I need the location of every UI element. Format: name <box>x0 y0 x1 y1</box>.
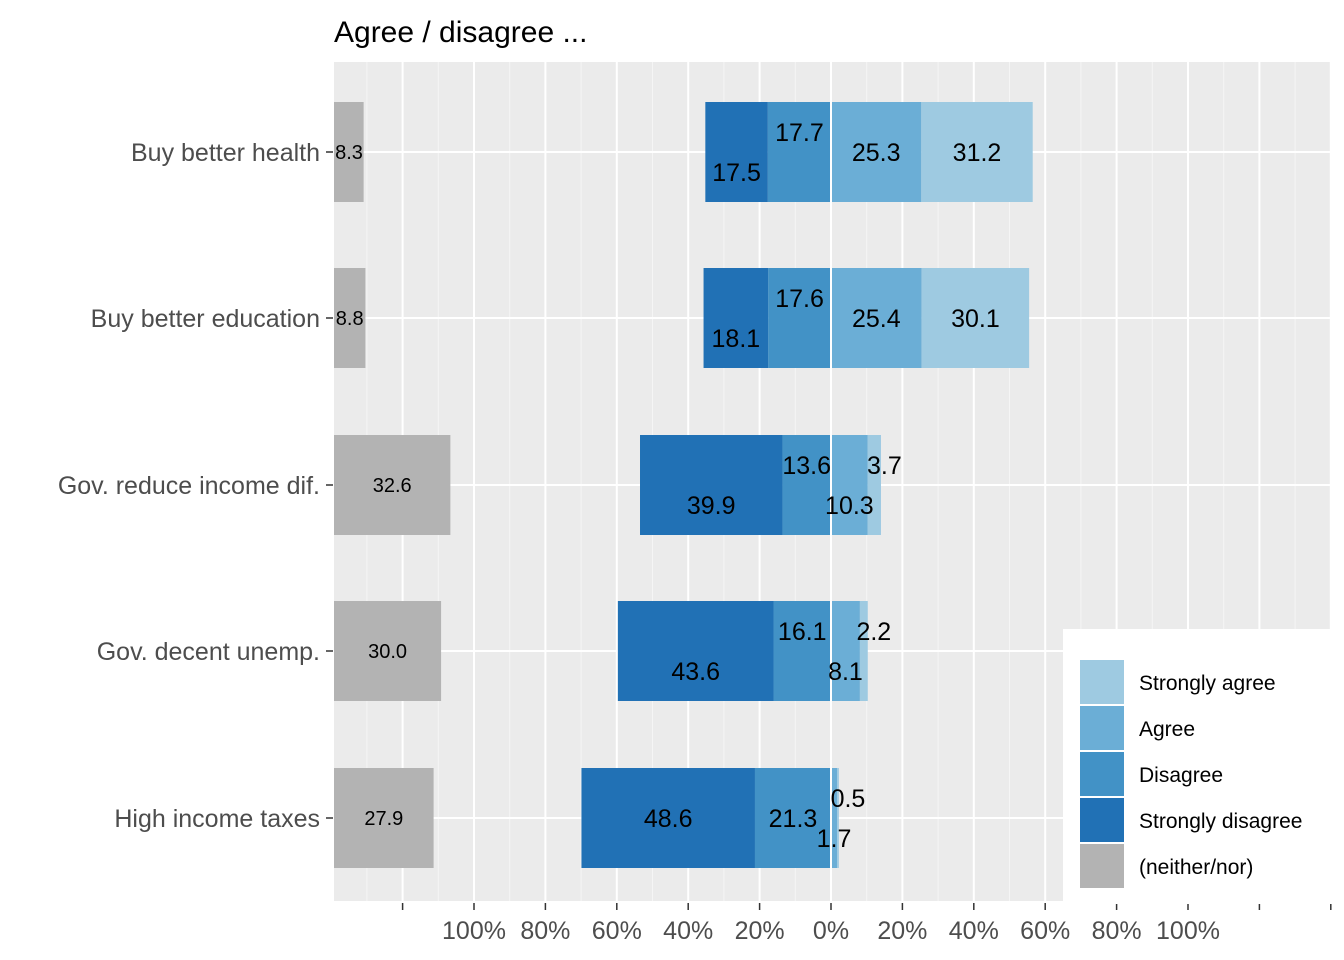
x-axis: 100% 80% 60% 40% 20% 0% 20% 40% 60% 80% 100% <box>401 903 1332 945</box>
x-tick-label: 100% <box>1156 917 1220 945</box>
bar-agree <box>831 768 838 868</box>
bars <box>334 62 1033 901</box>
bar-neither-nor <box>334 435 451 535</box>
bar-strongly-disagree <box>640 435 783 535</box>
bar-label-agree: 25.4 <box>852 305 901 333</box>
x-tick-label: 20% <box>877 917 927 945</box>
bar-label-strongly-agree: 0.5 <box>831 785 866 813</box>
x-tick-label: 60% <box>592 917 642 945</box>
legend-key <box>1080 660 1124 704</box>
bar-label-strongly-agree: 2.2 <box>856 618 891 646</box>
legend-key <box>1080 844 1124 888</box>
bar-strongly-agree <box>921 102 1033 202</box>
bar-strongly-disagree <box>581 768 755 868</box>
bar-label-strongly-disagree: 17.5 <box>712 159 761 187</box>
category-labels: Buy better health Buy better education Gov… <box>58 139 333 833</box>
bar-agree <box>831 601 860 701</box>
bar-neither-nor <box>334 601 442 701</box>
bar-label-strongly-disagree: 18.1 <box>712 325 761 353</box>
bar-label-disagree: 16.1 <box>778 618 827 646</box>
x-tick-label: 0% <box>813 917 849 945</box>
bar-label-neither-nor: 32.6 <box>373 475 412 497</box>
bar-strongly-agree <box>921 268 1030 368</box>
category-label: High income taxes <box>114 805 320 833</box>
x-tick-label: 20% <box>735 917 785 945</box>
legend-key <box>1080 752 1124 796</box>
bar-neither-nor <box>334 768 434 868</box>
bar-disagree <box>754 768 831 868</box>
x-tick-label: 80% <box>1092 917 1142 945</box>
category-label: Gov. decent unemp. <box>97 638 320 666</box>
bar-label-disagree: 17.6 <box>775 285 824 313</box>
bar-label-neither-nor: 30.0 <box>368 641 407 663</box>
bar-label-neither-nor: 8.3 <box>335 142 363 164</box>
bar-agree <box>831 268 922 368</box>
bar-label-agree: 8.1 <box>828 658 863 686</box>
bar-strongly-disagree <box>703 268 769 368</box>
bar-disagree <box>773 601 831 701</box>
bar-strongly-agree <box>837 768 839 868</box>
category-label: Gov. reduce income dif. <box>58 472 320 500</box>
bar-label-strongly-agree: 31.2 <box>953 139 1002 167</box>
legend-label: Strongly agree <box>1139 672 1276 695</box>
bar-label-agree: 25.3 <box>852 139 901 167</box>
bar-neither-nor <box>334 268 366 368</box>
category-label: Buy better health <box>131 139 320 167</box>
legend-label: (neither/nor) <box>1139 856 1253 879</box>
bar-label-disagree: 21.3 <box>769 805 818 833</box>
bar-neither-nor <box>334 102 364 202</box>
bar-label-strongly-disagree: 43.6 <box>671 658 720 686</box>
x-tick-label: 60% <box>1020 917 1070 945</box>
legend-label: Strongly disagree <box>1139 810 1302 833</box>
legend-label: Disagree <box>1139 764 1223 787</box>
category-label: Buy better education <box>91 305 320 333</box>
bar-disagree <box>782 435 831 535</box>
bar-strongly-agree <box>859 601 868 701</box>
bar-label-disagree: 13.6 <box>782 452 831 480</box>
chart-title: Agree / disagree ... <box>334 16 587 49</box>
x-tick-label: 100% <box>442 917 506 945</box>
bar-strongly-disagree <box>705 102 768 202</box>
legend: Strongly agree Agree Disagree Strongly disa… <box>1063 629 1344 904</box>
bar-label-strongly-agree: 3.7 <box>867 452 902 480</box>
bar-label-strongly-disagree: 48.6 <box>644 805 693 833</box>
bar-label-neither-nor: 8.8 <box>336 308 364 330</box>
bar-labels: 17.5 17.7 25.3 31.2 8.3 18.1 17.6 25.4 30.1 8.8 39… <box>335 119 1001 853</box>
bar-label-neither-nor: 27.9 <box>364 808 403 830</box>
bar-disagree <box>767 102 831 202</box>
bar-strongly-agree <box>867 435 881 535</box>
bar-strongly-disagree <box>617 601 774 701</box>
legend-key <box>1080 706 1124 750</box>
bar-label-agree: 1.7 <box>817 825 852 853</box>
legend-key <box>1080 798 1124 842</box>
x-tick-label: 40% <box>949 917 999 945</box>
bar-label-strongly-disagree: 39.9 <box>687 492 736 520</box>
x-tick-label: 40% <box>663 917 713 945</box>
bar-label-agree: 10.3 <box>825 492 874 520</box>
bar-agree <box>831 435 868 535</box>
bar-label-strongly-agree: 30.1 <box>951 305 1000 333</box>
legend-label: Agree <box>1139 718 1195 741</box>
bar-disagree <box>768 268 831 368</box>
bar-agree <box>831 102 922 202</box>
x-tick-label: 80% <box>520 917 570 945</box>
bar-label-disagree: 17.7 <box>775 119 824 147</box>
